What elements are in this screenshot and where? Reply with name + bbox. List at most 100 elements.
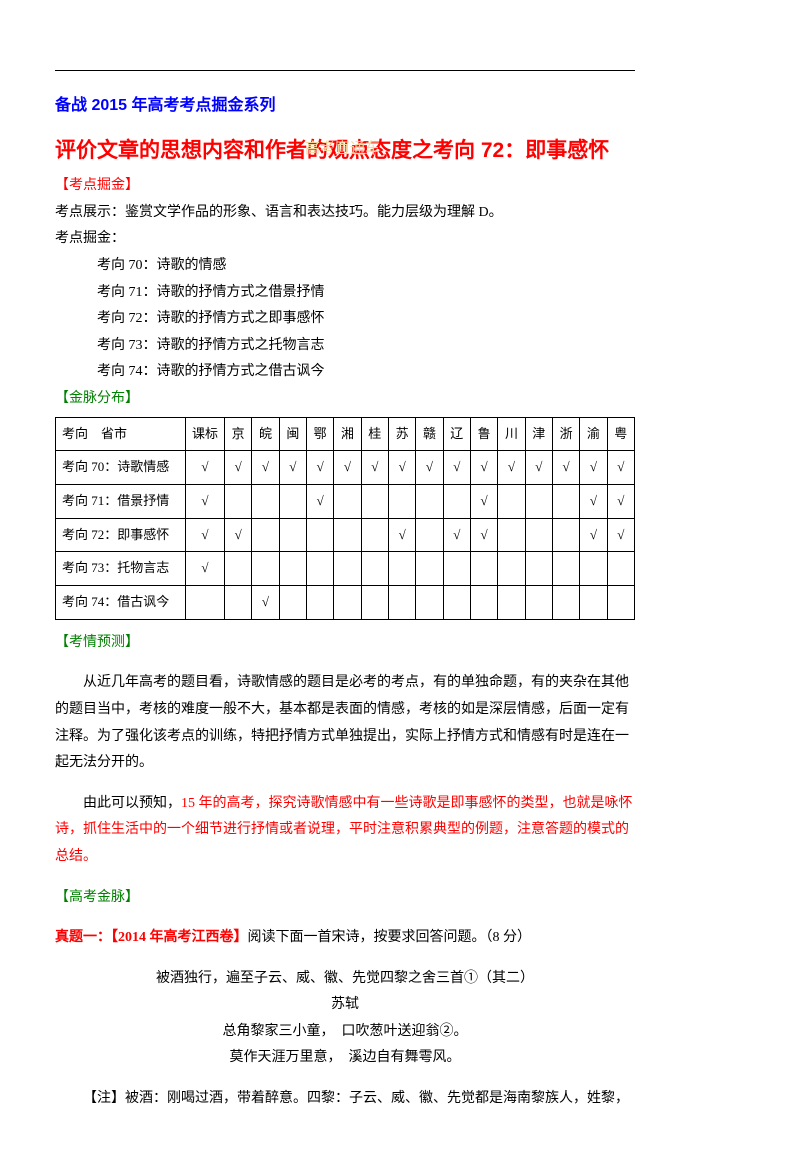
cell bbox=[279, 552, 306, 586]
cell bbox=[580, 552, 607, 586]
province-9: 辽 bbox=[443, 417, 470, 451]
cell bbox=[416, 518, 443, 552]
poem-title: 被酒独行，遍至子云、威、徽、先觉四黎之舍三首①（其二） bbox=[55, 966, 635, 993]
province-8: 赣 bbox=[416, 417, 443, 451]
province-7: 苏 bbox=[388, 417, 415, 451]
cell bbox=[552, 586, 579, 620]
zhenti-line: 真题一：【2014 年高考江西卷】阅读下面一首宋诗，按要求回答问题。（8 分） bbox=[55, 925, 635, 952]
cell bbox=[334, 552, 361, 586]
cell bbox=[361, 586, 388, 620]
cell bbox=[525, 518, 552, 552]
cell: √ bbox=[525, 451, 552, 485]
cell bbox=[334, 485, 361, 519]
zhenti-instruction: 阅读下面一首宋诗，按要求回答问题。（8 分） bbox=[248, 930, 532, 945]
cell bbox=[580, 586, 607, 620]
cell: √ bbox=[470, 518, 497, 552]
cell bbox=[225, 586, 252, 620]
page-content: 备战 2015 年高考考点掘金系列 评价文章的思想内容和作者的观点态度之考向 7… bbox=[0, 0, 690, 1167]
cell bbox=[388, 552, 415, 586]
section-gaokao-jinmai: 【高考金脉】 bbox=[55, 885, 635, 912]
cell: √ bbox=[306, 485, 333, 519]
cell: √ bbox=[416, 451, 443, 485]
cell bbox=[525, 485, 552, 519]
cell bbox=[498, 586, 525, 620]
cell: √ bbox=[443, 518, 470, 552]
cell: √ bbox=[580, 451, 607, 485]
province-13: 浙 bbox=[552, 417, 579, 451]
province-5: 湘 bbox=[334, 417, 361, 451]
cell bbox=[252, 518, 279, 552]
cell: √ bbox=[252, 586, 279, 620]
province-12: 津 bbox=[525, 417, 552, 451]
main-red-title-text: 评价文章的思想内容和作者的观点态度之考向 72：即事感怀 bbox=[55, 139, 609, 162]
cell bbox=[225, 485, 252, 519]
cell: √ bbox=[186, 451, 225, 485]
cell bbox=[443, 586, 470, 620]
cell: √ bbox=[470, 451, 497, 485]
province-0: 课标 bbox=[186, 417, 225, 451]
table-row: 考向 73：托物言志√ bbox=[56, 552, 635, 586]
cell bbox=[334, 586, 361, 620]
cell bbox=[306, 518, 333, 552]
cell: √ bbox=[470, 485, 497, 519]
cell: √ bbox=[186, 485, 225, 519]
cell bbox=[443, 485, 470, 519]
table-row: 考向 72：即事感怀√√√√√√√ bbox=[56, 518, 635, 552]
province-6: 桂 bbox=[361, 417, 388, 451]
cell bbox=[186, 586, 225, 620]
kaoxiang-74: 考向 74：诗歌的抒情方式之借古讽今 bbox=[55, 359, 635, 386]
cell bbox=[607, 586, 634, 620]
province-4: 鄂 bbox=[306, 417, 333, 451]
main-red-title: 评价文章的思想内容和作者的观点态度之考向 72：即事感怀 高考直通车 bbox=[55, 131, 635, 171]
cell: √ bbox=[607, 451, 634, 485]
cell bbox=[416, 552, 443, 586]
cell bbox=[607, 552, 634, 586]
cell bbox=[252, 485, 279, 519]
kaoxiang-73: 考向 73：诗歌的抒情方式之托物言志 bbox=[55, 333, 635, 360]
header-left: 考向 省市 bbox=[56, 417, 186, 451]
poem-line2: 莫作天涯万里意， 溪边自有舞雩风。 bbox=[55, 1045, 635, 1072]
cell bbox=[306, 586, 333, 620]
series-title: 备战 2015 年高考考点掘金系列 bbox=[55, 91, 635, 121]
cell: √ bbox=[580, 518, 607, 552]
row-label: 考向 72：即事感怀 bbox=[56, 518, 186, 552]
note-label: 【注】 bbox=[83, 1091, 125, 1106]
cell: √ bbox=[279, 451, 306, 485]
cell: √ bbox=[388, 518, 415, 552]
province-3: 闽 bbox=[279, 417, 306, 451]
table-row: 考向 71：借景抒情√√√√√ bbox=[56, 485, 635, 519]
province-1: 京 bbox=[225, 417, 252, 451]
cell bbox=[498, 485, 525, 519]
cell bbox=[416, 586, 443, 620]
prediction-p2-prefix: 由此可以预知， bbox=[83, 796, 181, 811]
province-11: 川 bbox=[498, 417, 525, 451]
cell bbox=[225, 552, 252, 586]
cell bbox=[279, 518, 306, 552]
cell bbox=[552, 518, 579, 552]
kaodian-zhanshi: 考点展示：鉴赏文学作品的形象、语言和表达技巧。能力层级为理解 D。 bbox=[55, 200, 635, 227]
section-jinmai: 【金脉分布】 bbox=[55, 386, 635, 413]
cell: √ bbox=[186, 552, 225, 586]
cell bbox=[525, 586, 552, 620]
row-label: 考向 70：诗歌情感 bbox=[56, 451, 186, 485]
cell bbox=[279, 586, 306, 620]
top-rule bbox=[55, 70, 635, 71]
cell bbox=[498, 552, 525, 586]
cell bbox=[498, 518, 525, 552]
cell bbox=[470, 552, 497, 586]
kaoxiang-72: 考向 72：诗歌的抒情方式之即事感怀 bbox=[55, 306, 635, 333]
cell: √ bbox=[552, 451, 579, 485]
kaoxiang-71: 考向 71：诗歌的抒情方式之借景抒情 bbox=[55, 280, 635, 307]
cell bbox=[361, 518, 388, 552]
section-kaoqing: 【考情预测】 bbox=[55, 630, 635, 657]
section-kaodian: 【考点掘金】 bbox=[55, 173, 635, 200]
distribution-table: 考向 省市 课标 京 皖 闽 鄂 湘 桂 苏 赣 辽 鲁 川 津 浙 渝 粤 考… bbox=[55, 417, 635, 620]
cell: √ bbox=[607, 518, 634, 552]
prediction-p1: 从近几年高考的题目看，诗歌情感的题目是必考的考点，有的单独命题，有的夹杂在其他的… bbox=[55, 670, 635, 776]
prediction-p2: 由此可以预知，15 年的高考，探究诗歌情感中有一些诗歌是即事感怀的类型，也就是咏… bbox=[55, 791, 635, 871]
zhenti-prefix: 真题一： bbox=[55, 930, 111, 945]
province-15: 粤 bbox=[607, 417, 634, 451]
cell: √ bbox=[361, 451, 388, 485]
cell: √ bbox=[225, 518, 252, 552]
cell: √ bbox=[498, 451, 525, 485]
